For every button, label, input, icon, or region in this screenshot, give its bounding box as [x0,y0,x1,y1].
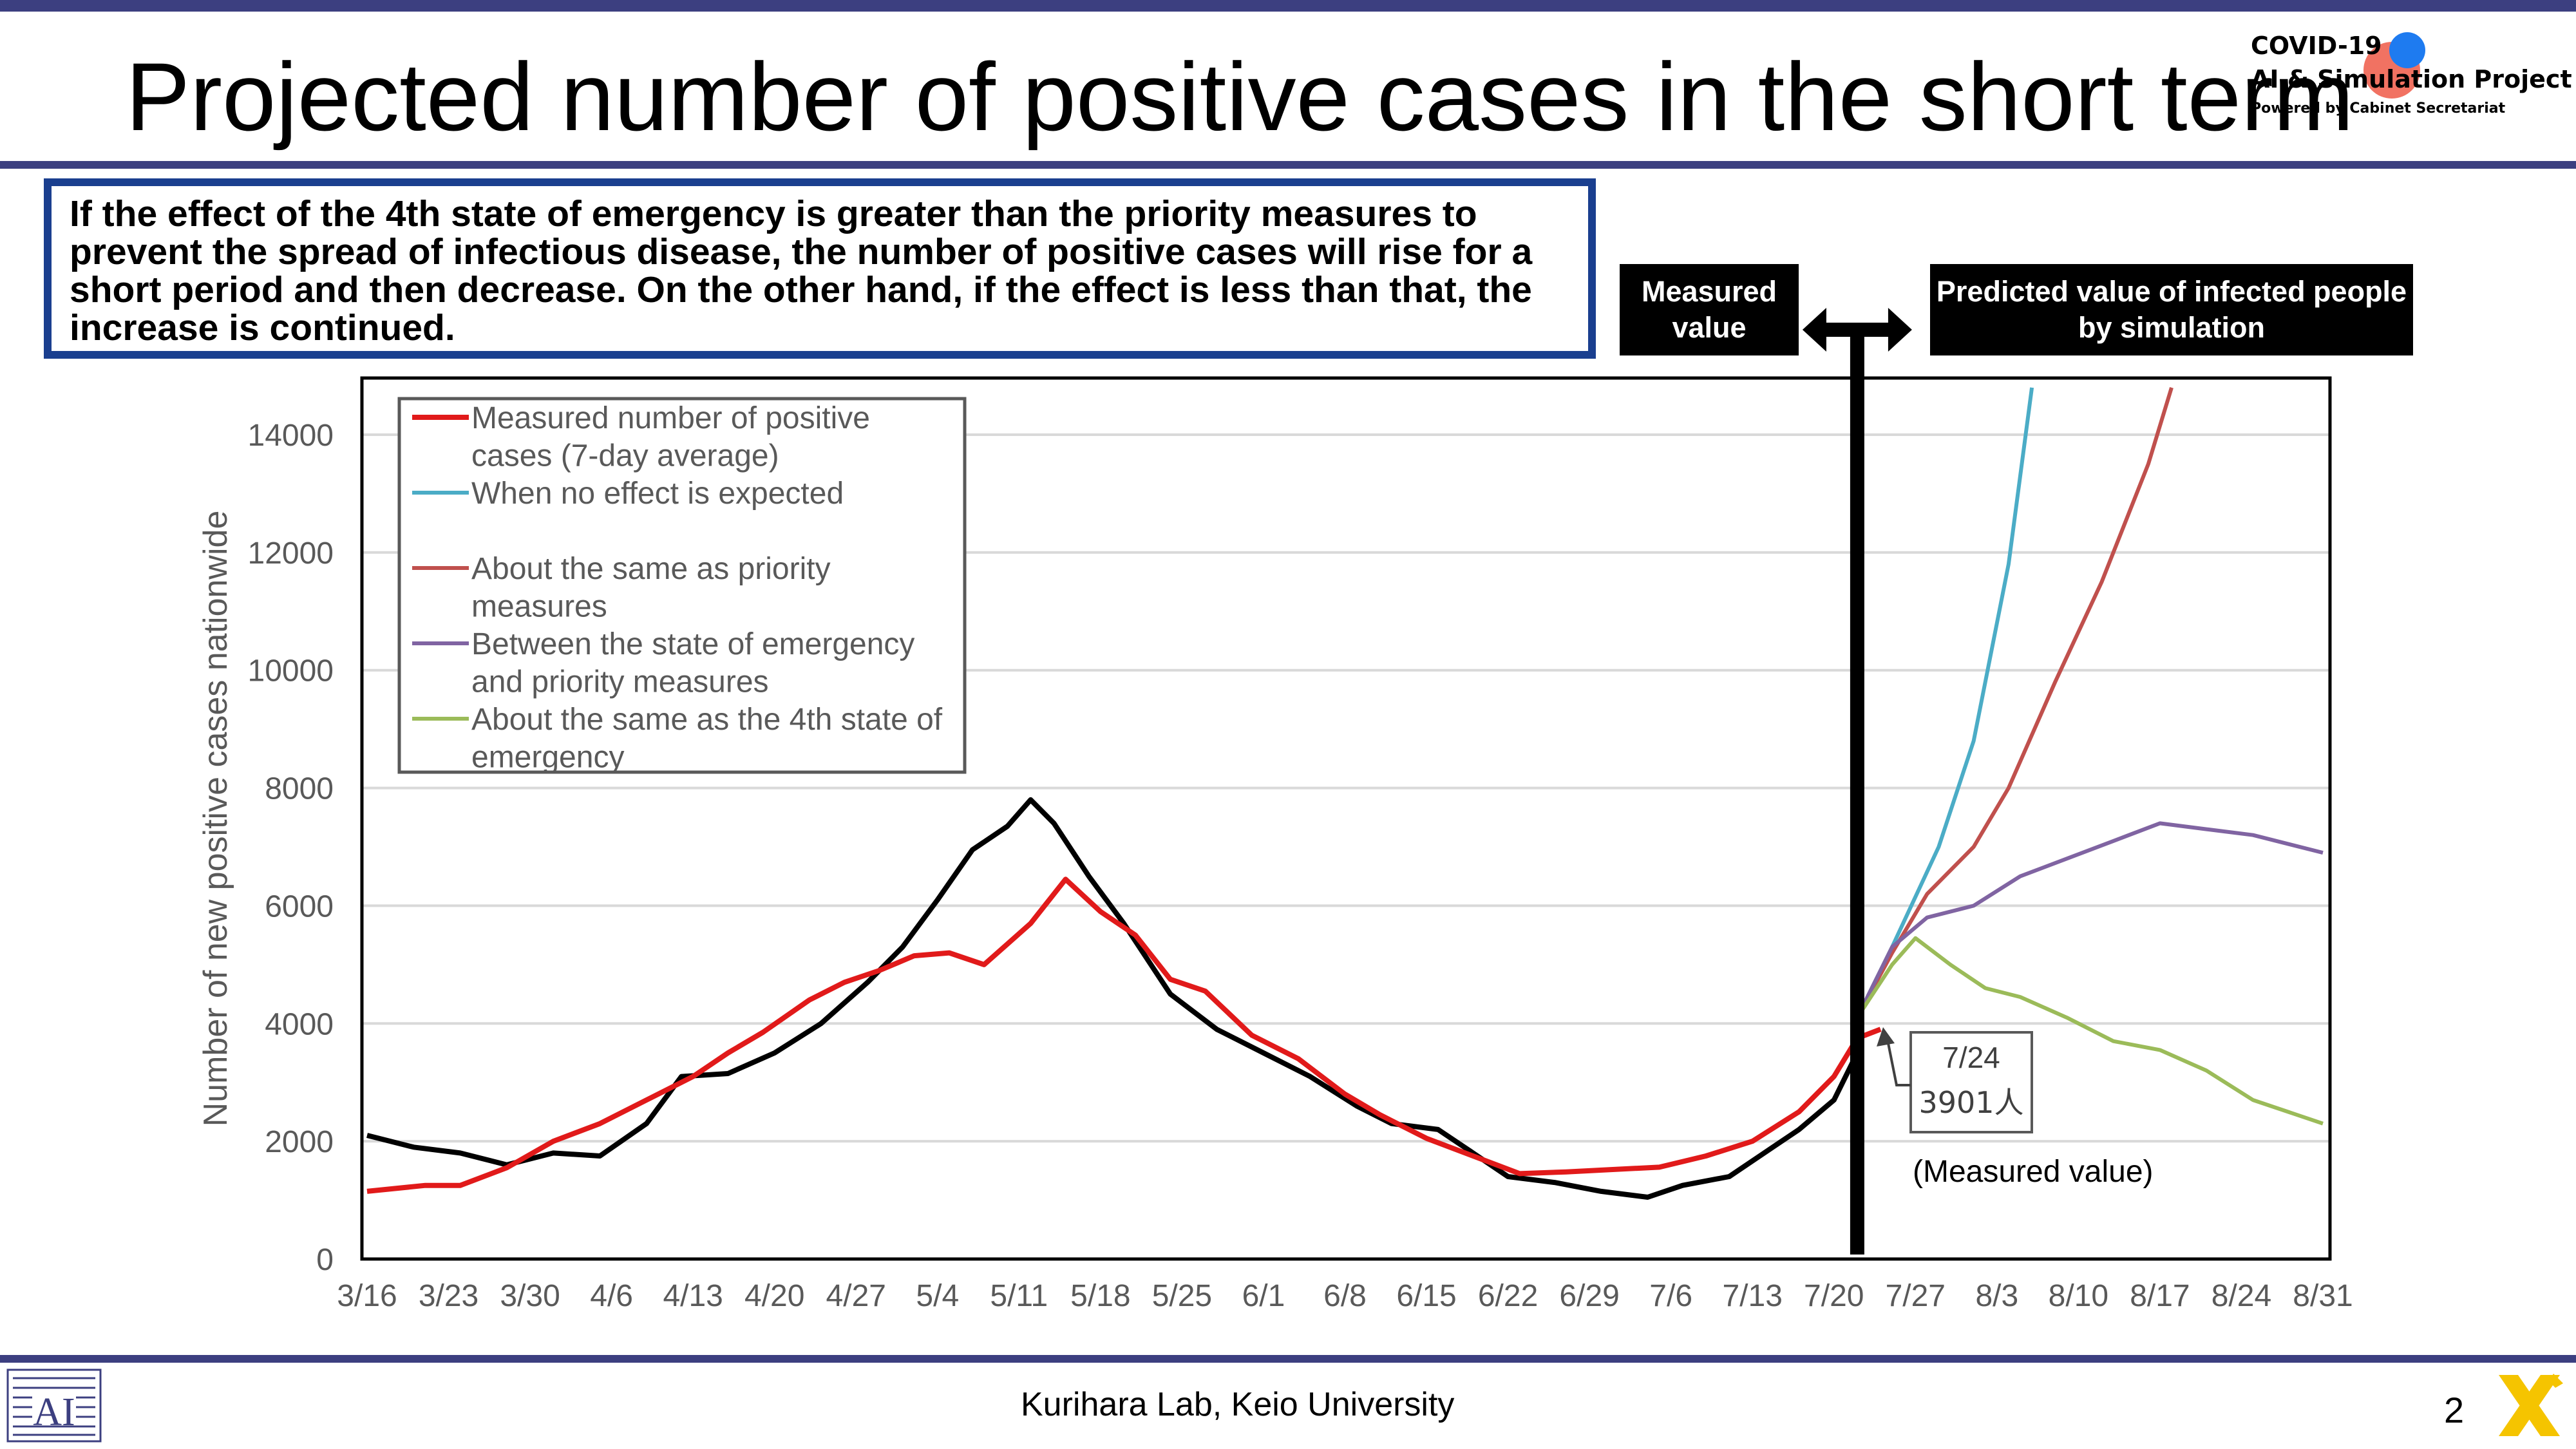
x-tick-label: 6/22 [1478,1279,1538,1313]
x-tick-label: 4/20 [744,1279,804,1313]
svg-text:AI: AI [33,1390,75,1434]
x-tick-label: 5/18 [1070,1279,1130,1313]
logo-blue-dot-icon [2389,32,2425,68]
point-label-date: 7/24 [1942,1041,2000,1074]
y-tick-label: 6000 [265,889,334,923]
x-tick-label: 7/6 [1649,1279,1692,1313]
arrow-right-icon [1888,308,1912,352]
series-line-3 [1855,387,2174,1019]
y-tick-label: 8000 [265,772,334,806]
x-tick-label: 3/16 [337,1279,397,1313]
y-tick-label: 4000 [265,1007,334,1041]
legend-label: emergency [471,741,624,775]
footer-divider [0,1355,2576,1363]
plot-frame [360,376,2332,1261]
y-tick-label: 14000 [248,419,334,453]
series-line-4 [1855,821,2324,1019]
legend-label: About the same as priority [471,552,831,586]
pointer-line [1886,1036,1911,1086]
x-tick-label: 8/24 [2211,1279,2271,1313]
x-tick-label: 4/6 [590,1279,633,1313]
series-line-5 [1855,936,2324,1126]
y-tick-label: 10000 [248,654,334,688]
header-divider [0,161,2576,169]
x-logo-icon [2499,1374,2563,1436]
x-tick-label: 7/20 [1804,1279,1864,1313]
x-tick-label: 5/25 [1152,1279,1212,1313]
point-label-box [1909,1031,2033,1133]
legend-label: Between the state of emergency [471,627,914,661]
x-tick-label: 5/11 [990,1279,1048,1313]
x-tick-label: 3/30 [500,1279,560,1313]
logo-line3: Powered by Cabinet Secretariat [2251,100,2506,117]
logo-line1: COVID-19 [2251,32,2382,60]
callout-box: If the effect of the 4th state of emerge… [44,178,1596,359]
top-accent-bar [0,0,2576,12]
y-tick-label: 12000 [248,536,334,571]
legend-label: and priority measures [471,665,769,699]
measured-value-tag: Measured value [1620,264,1799,355]
measured-value-note: (Measured value) [1913,1155,2154,1189]
predicted-value-tag: Predicted value of infected people by si… [1930,264,2413,355]
legend-label: cases (7-day average) [471,439,779,473]
series-line-2 [1855,387,2034,1019]
x-tick-label: 7/27 [1886,1279,1946,1313]
legend-label: About the same as the 4th state of [471,703,943,737]
x-tick-label: 4/27 [826,1279,886,1313]
series-line-1 [366,876,1882,1194]
x-tick-label: 5/4 [916,1279,959,1313]
legend-label: measures [471,590,607,624]
y-axis-label: Number of new positive cases nationwide [197,511,234,1127]
x-tick-label: 8/17 [2130,1279,2190,1313]
point-label-value: 3901人 [1918,1085,2023,1120]
x-tick-label: 3/23 [419,1279,478,1313]
x-tick-label: 6/1 [1242,1279,1285,1313]
page-number: 2 [2444,1390,2465,1430]
x-tick-label: 8/3 [1975,1279,2018,1313]
x-tick-label: 6/8 [1323,1279,1367,1313]
y-tick-label: 2000 [265,1125,334,1159]
legend-label: When no effect is expected [471,477,844,511]
y-tick-label: 0 [316,1243,334,1277]
legend-label: Measured number of positive [471,401,870,435]
page-title: Projected number of positive cases in th… [126,43,2354,151]
covid-ai-project-logo: COVID-19 AI & Simulation Project Powered… [2251,29,2572,151]
footer-credit: Kurihara Lab, Keio University [1021,1386,1455,1423]
logo-line2: AI & Simulation Project [2251,65,2572,93]
x-tick-label: 4/13 [663,1279,723,1313]
legend-box [397,397,967,774]
arrow-left-icon [1802,308,1826,352]
x-tick-label: 8/31 [2293,1279,2353,1313]
x-tick-label: 8/10 [2049,1279,2108,1313]
x-tick-label: 7/13 [1722,1279,1782,1313]
series-line-black [366,797,1860,1200]
x-tick-label: 6/29 [1559,1279,1619,1313]
kurihara-lab-logo-icon: AI [6,1368,102,1443]
x-tick-label: 6/15 [1396,1279,1456,1313]
pointer-arrow-icon [1877,1027,1895,1046]
